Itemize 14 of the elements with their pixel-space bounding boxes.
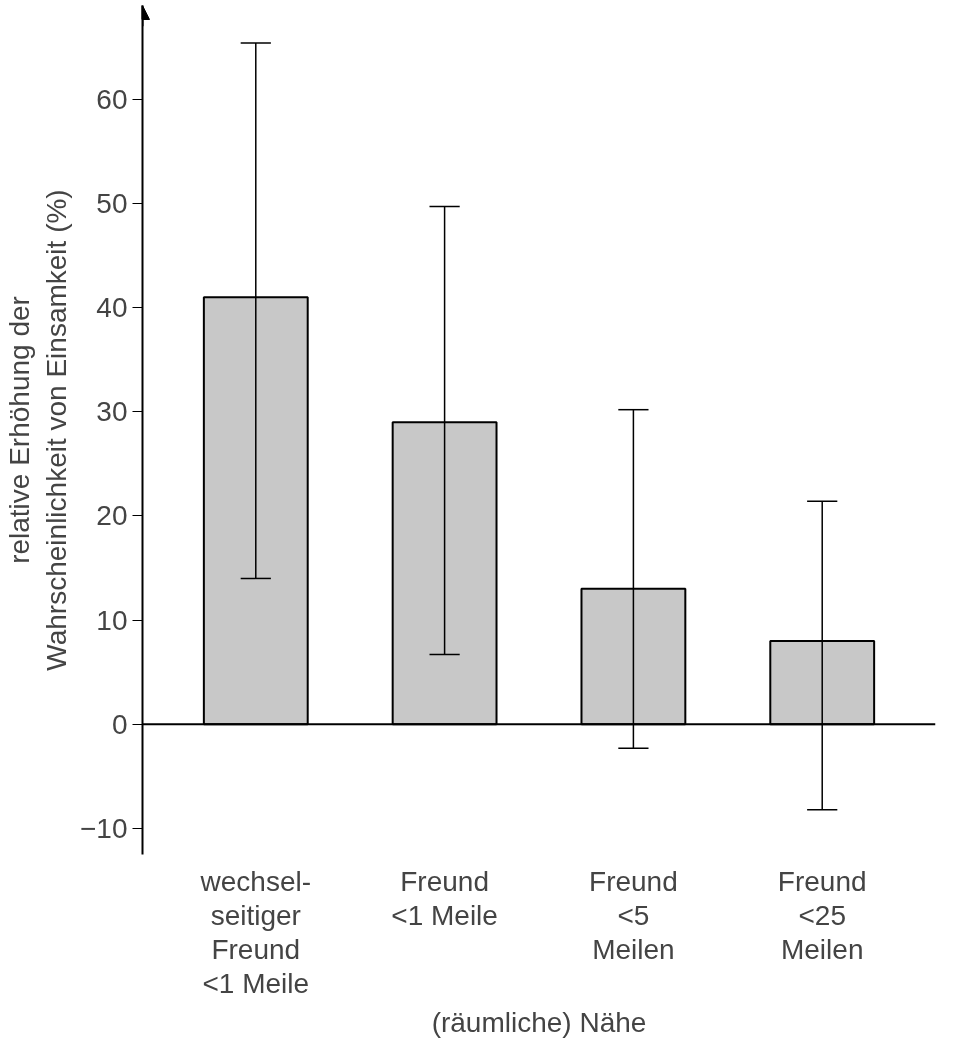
y-tick-label: 20 <box>96 500 128 532</box>
y-tick-label: 60 <box>96 83 128 115</box>
y-tick-label: 30 <box>96 396 128 428</box>
y-tick-label: 40 <box>96 292 128 324</box>
x-tick-label: Freund <25 Meilen <box>777 865 867 965</box>
x-tick-label: Freund <5 Meilen <box>589 865 678 965</box>
y-tick-label: 50 <box>96 187 128 219</box>
x-tick-label: Freund <1 Meile <box>391 865 498 931</box>
y-tick-label: 10 <box>96 604 128 636</box>
y-tick-label: −10 <box>80 812 128 844</box>
x-tick-label: wechsel- seitiger Freund <1 Meile <box>199 865 312 999</box>
y-axis-title: relative Erhöhung der Wahrscheinlichkeit von Einsamkeit (%) <box>3 189 72 671</box>
y-tick-label: 0 <box>111 708 128 740</box>
x-axis-title: (räumliche) Nähe <box>431 1006 647 1038</box>
